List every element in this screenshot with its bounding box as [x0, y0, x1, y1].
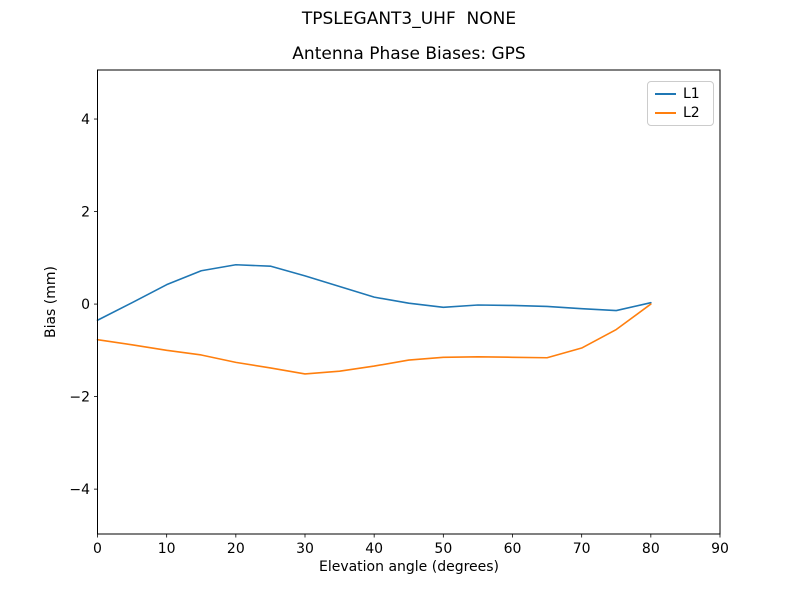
- x-tick-label: 60: [504, 541, 522, 557]
- series-l1-line: [96, 263, 652, 322]
- y-axis-label: Bias (mm): [43, 265, 59, 339]
- x-tick-label: 70: [573, 541, 591, 557]
- legend: L1 L2: [647, 81, 714, 126]
- x-tick-label: 0: [93, 541, 102, 557]
- x-tick-label: 90: [711, 541, 729, 557]
- x-axis-label: Elevation angle (degrees): [318, 559, 500, 575]
- y-tick-label: −2: [69, 390, 90, 406]
- y-tick-label: 0: [81, 297, 90, 313]
- legend-item-l1: L1: [655, 87, 705, 101]
- legend-line-sample-l2: [655, 112, 676, 114]
- x-tick-label: 80: [642, 541, 660, 557]
- chart-subtitle: Antenna Phase Biases: GPS: [292, 44, 526, 64]
- legend-item-l2: L2: [655, 106, 705, 120]
- x-tick-label: 40: [365, 541, 383, 557]
- series-l2-line: [96, 303, 652, 375]
- legend-label-l1: L1: [683, 86, 700, 102]
- x-tick-label: 30: [296, 541, 314, 557]
- y-tick-label: 4: [81, 112, 90, 128]
- legend-line-sample-l1: [655, 93, 676, 95]
- legend-label-l2: L2: [683, 105, 700, 121]
- chart-title: TPSLEGANT3_UHF NONE: [301, 9, 517, 29]
- x-tick-label: 10: [158, 541, 176, 557]
- plot-border: [97, 69, 721, 535]
- y-tick-label: 2: [81, 205, 90, 221]
- x-tick-label: 50: [434, 541, 452, 557]
- x-tick-label: 20: [227, 541, 245, 557]
- y-tick-label: −4: [69, 482, 90, 498]
